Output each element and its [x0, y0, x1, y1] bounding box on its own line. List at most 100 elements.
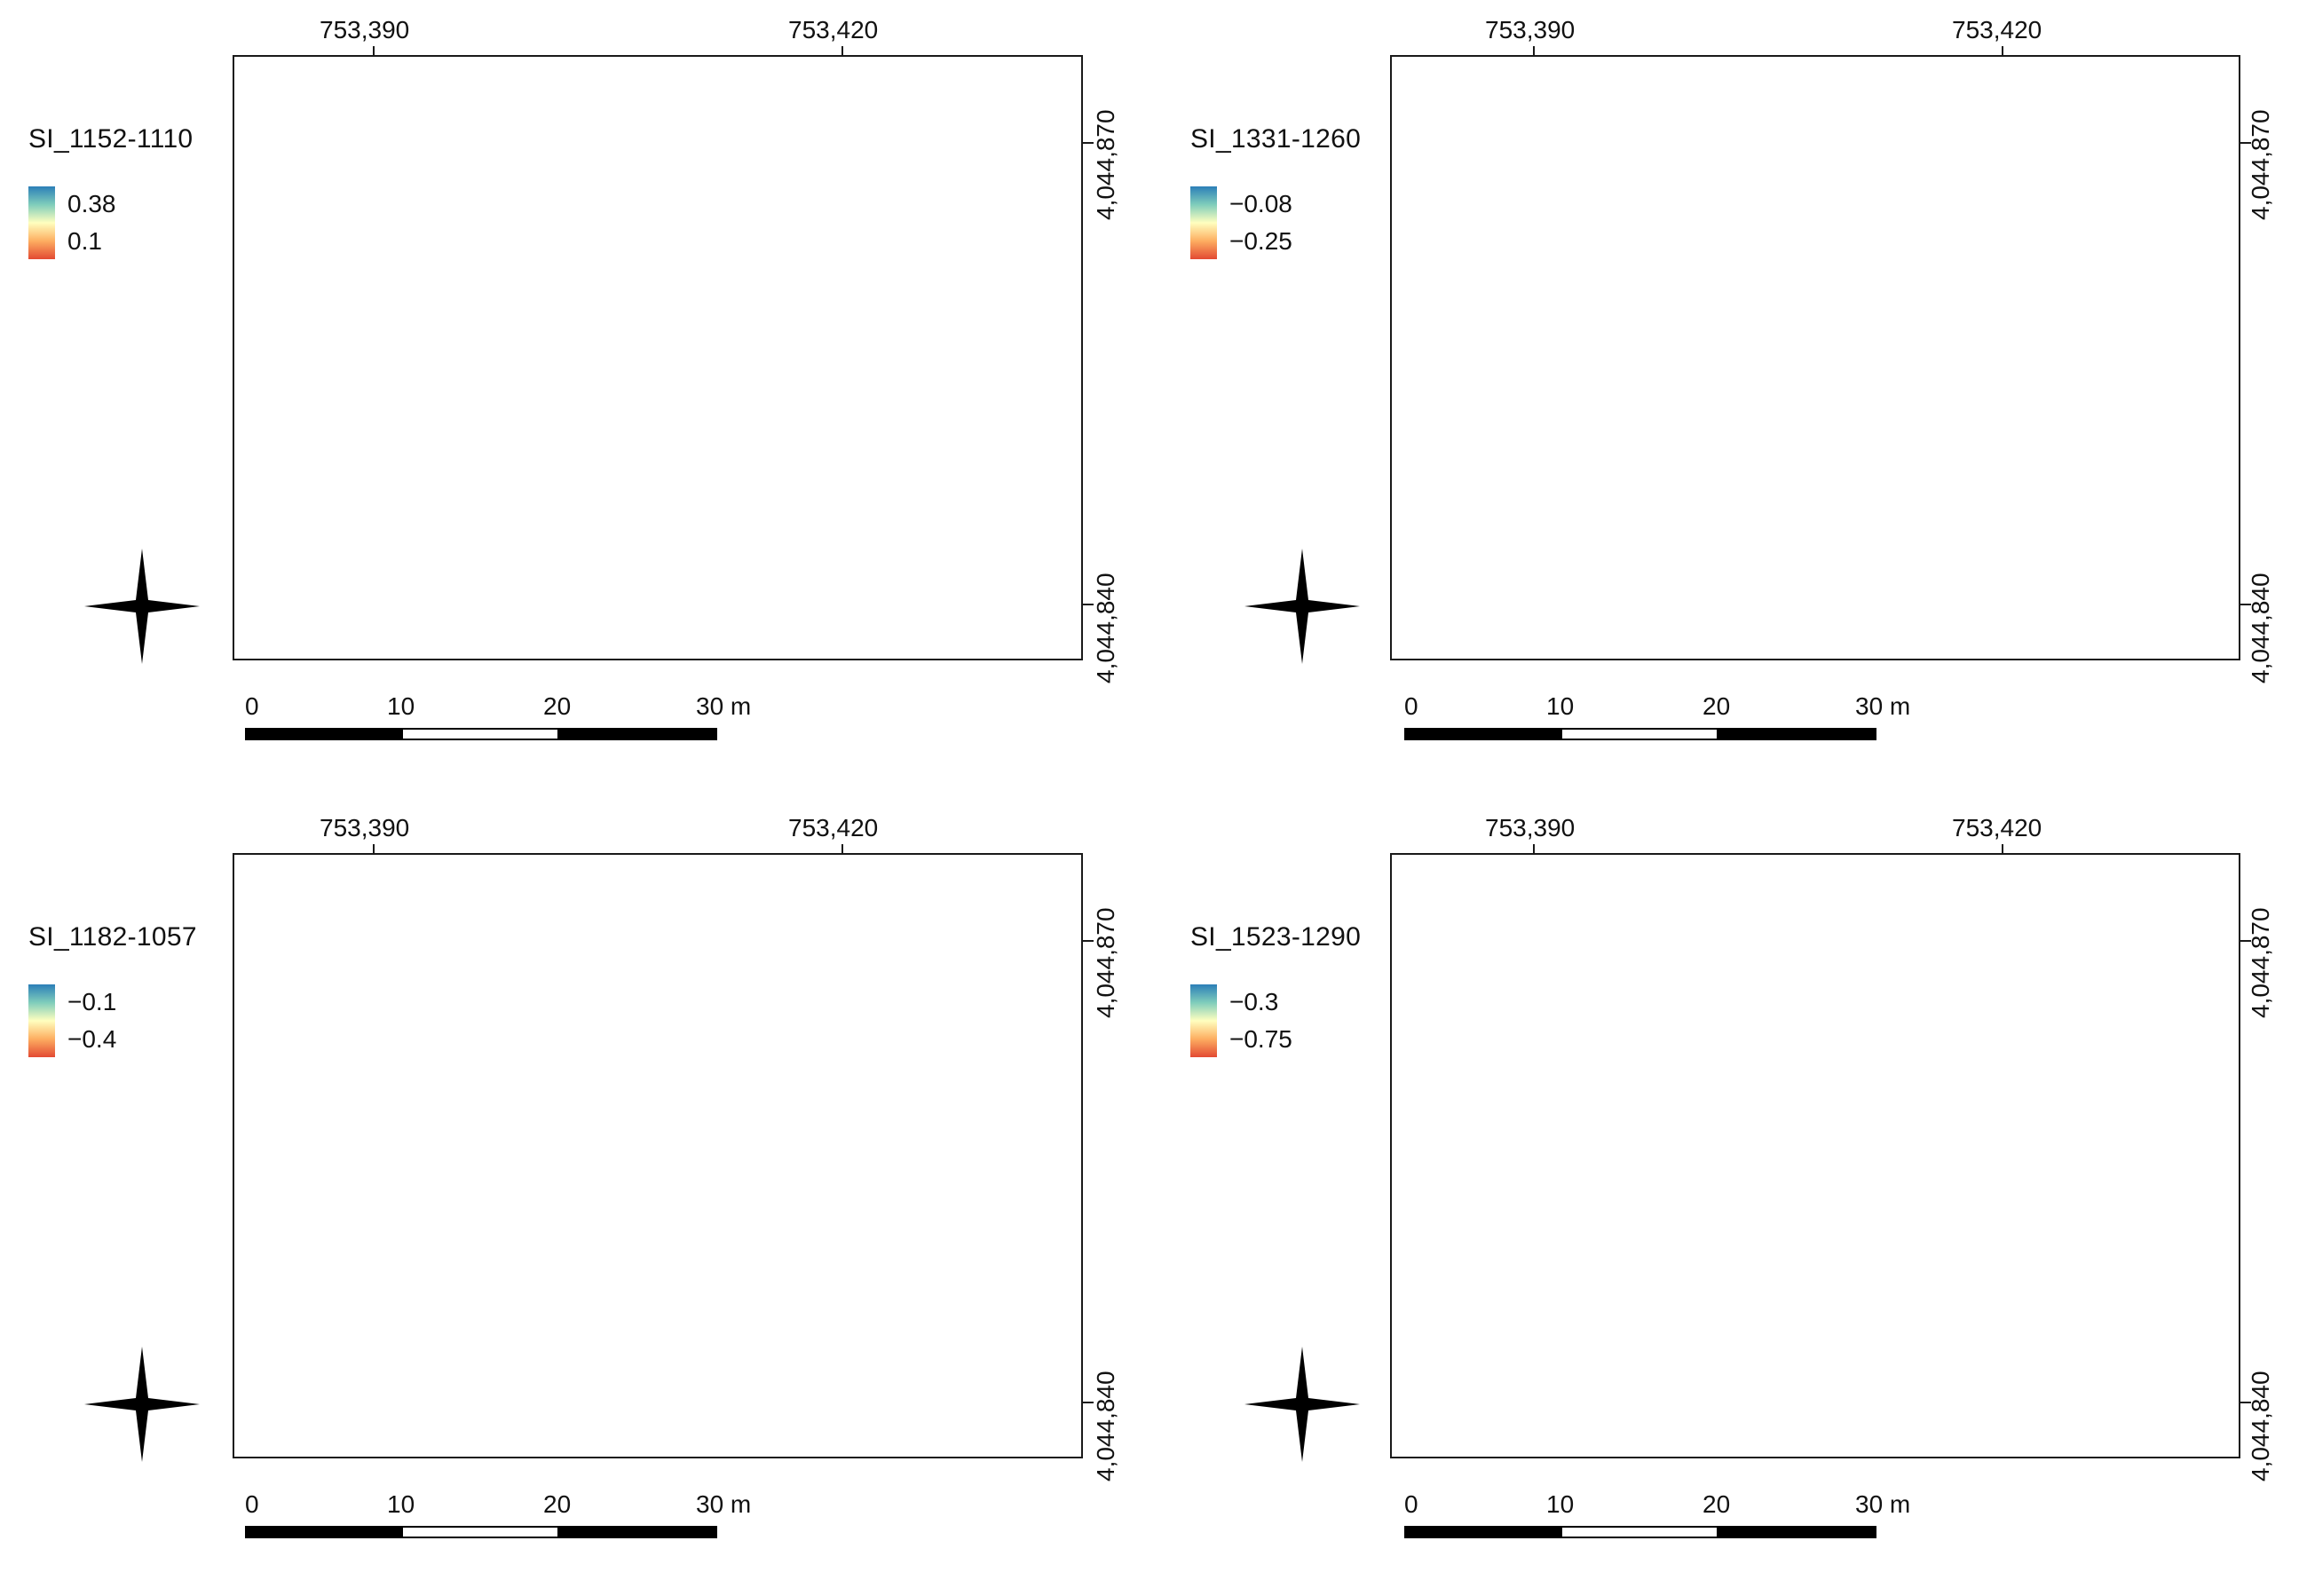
scale-label: 0 — [1404, 1490, 1418, 1518]
legend-high-label: −0.3 — [1229, 988, 1279, 1015]
x-tick-label: 753,390 — [1485, 814, 1576, 841]
legend-low-label: 0.1 — [67, 227, 102, 255]
x-tick-label: 753,390 — [320, 16, 410, 43]
y-tick-label: 4,044,870 — [2247, 109, 2274, 220]
scale-bar: 0 10 20 30 m — [245, 692, 751, 746]
map-raster — [234, 57, 1081, 659]
color-legend: −0.1 −0.4 — [28, 984, 188, 1057]
scale-segment — [401, 1526, 559, 1538]
x-tick-mark — [841, 844, 843, 855]
scale-label: 20 — [543, 1490, 572, 1518]
x-tick-mark — [1533, 46, 1535, 57]
index-title: SI_1152-1110 — [28, 124, 194, 154]
scale-segment — [557, 1526, 717, 1538]
compass-star-icon — [1244, 549, 1360, 664]
index-title: SI_1182-1057 — [28, 922, 197, 952]
x-tick-mark — [841, 46, 843, 57]
scale-label: 30 m — [696, 692, 752, 720]
y-tick-mark — [2240, 142, 2251, 144]
legend-high-label: −0.08 — [1229, 190, 1292, 217]
legend-high-label: −0.1 — [67, 988, 117, 1015]
y-tick-mark — [1083, 142, 1094, 144]
y-tick-mark — [2240, 940, 2251, 942]
map-raster — [234, 855, 1081, 1457]
x-tick-mark — [373, 46, 375, 57]
scale-label: 10 — [387, 692, 415, 720]
y-tick-mark — [1083, 940, 1094, 942]
x-tick-label: 753,390 — [320, 814, 410, 841]
legend-high-label: 0.38 — [67, 190, 116, 217]
legend-color-ramp — [28, 186, 55, 259]
color-legend: 0.38 0.1 — [28, 186, 188, 259]
map-panel: SI_1182-1057 −0.1 −0.4 753,390 753,420 4… — [0, 798, 1150, 1596]
map-image — [233, 853, 1083, 1458]
scale-label: 10 — [387, 1490, 415, 1518]
map-panel: SI_1523-1290 −0.3 −0.75 753,390 753,420 … — [1150, 798, 2299, 1596]
x-tick-mark — [373, 844, 375, 855]
compass-star-icon — [84, 1347, 200, 1462]
scale-segment — [1717, 728, 1876, 740]
legend-color-ramp — [1190, 984, 1217, 1057]
scale-label: 20 — [1703, 692, 1731, 720]
x-tick-label: 753,420 — [1952, 16, 2042, 43]
map-raster — [1392, 57, 2239, 659]
y-tick-label: 4,044,840 — [1092, 1371, 1119, 1481]
color-legend: −0.3 −0.75 — [1190, 984, 1350, 1057]
x-tick-label: 753,390 — [1485, 16, 1576, 43]
map-panel: SI_1152-1110 0.38 0.1 753,390 753,420 4,… — [0, 0, 1150, 798]
x-tick-mark — [1533, 844, 1535, 855]
scale-segment — [1404, 1526, 1562, 1538]
scale-label: 30 m — [1855, 692, 1911, 720]
y-tick-mark — [2240, 604, 2251, 605]
scale-segment — [245, 1526, 403, 1538]
scale-label: 10 — [1546, 1490, 1575, 1518]
x-tick-mark — [2002, 844, 2003, 855]
scale-label: 0 — [245, 1490, 259, 1518]
scale-bar: 0 10 20 30 m — [245, 1490, 751, 1544]
x-tick-label: 753,420 — [788, 16, 879, 43]
legend-low-label: −0.4 — [67, 1025, 117, 1053]
scale-label: 30 m — [1855, 1490, 1911, 1518]
scale-segment — [557, 728, 717, 740]
scale-segment — [1560, 1526, 1718, 1538]
scale-label: 0 — [245, 692, 259, 720]
y-tick-label: 4,044,870 — [1092, 907, 1119, 1018]
y-tick-label: 4,044,840 — [2247, 1371, 2274, 1481]
map-panel: SI_1331-1260 −0.08 −0.25 753,390 753,420… — [1150, 0, 2299, 798]
compass-star-icon — [84, 549, 200, 664]
scale-segment — [245, 728, 403, 740]
x-tick-mark — [2002, 46, 2003, 57]
x-tick-label: 753,420 — [788, 814, 879, 841]
scale-label: 0 — [1404, 692, 1418, 720]
legend-low-label: −0.25 — [1229, 227, 1292, 255]
map-image — [1390, 853, 2240, 1458]
scale-bar: 0 10 20 30 m — [1404, 692, 1910, 746]
scale-segment — [1717, 1526, 1876, 1538]
y-tick-label: 4,044,840 — [1092, 573, 1119, 683]
y-tick-mark — [1083, 604, 1094, 605]
y-tick-mark — [1083, 1402, 1094, 1403]
map-raster — [1392, 855, 2239, 1457]
index-title: SI_1331-1260 — [1190, 124, 1362, 154]
legend-color-ramp — [1190, 186, 1217, 259]
y-tick-label: 4,044,870 — [2247, 907, 2274, 1018]
index-title: SI_1523-1290 — [1190, 922, 1362, 952]
map-image — [233, 55, 1083, 660]
scale-segment — [1560, 728, 1718, 740]
scale-label: 20 — [1703, 1490, 1731, 1518]
compass-star-icon — [1244, 1347, 1360, 1462]
scale-segment — [1404, 728, 1562, 740]
scale-label: 10 — [1546, 692, 1575, 720]
y-tick-label: 4,044,840 — [2247, 573, 2274, 683]
map-image — [1390, 55, 2240, 660]
legend-color-ramp — [28, 984, 55, 1057]
scale-label: 30 m — [696, 1490, 752, 1518]
scale-segment — [401, 728, 559, 740]
scale-bar: 0 10 20 30 m — [1404, 1490, 1910, 1544]
scale-label: 20 — [543, 692, 572, 720]
x-tick-label: 753,420 — [1952, 814, 2042, 841]
color-legend: −0.08 −0.25 — [1190, 186, 1350, 259]
y-tick-label: 4,044,870 — [1092, 109, 1119, 220]
y-tick-mark — [2240, 1402, 2251, 1403]
legend-low-label: −0.75 — [1229, 1025, 1292, 1053]
